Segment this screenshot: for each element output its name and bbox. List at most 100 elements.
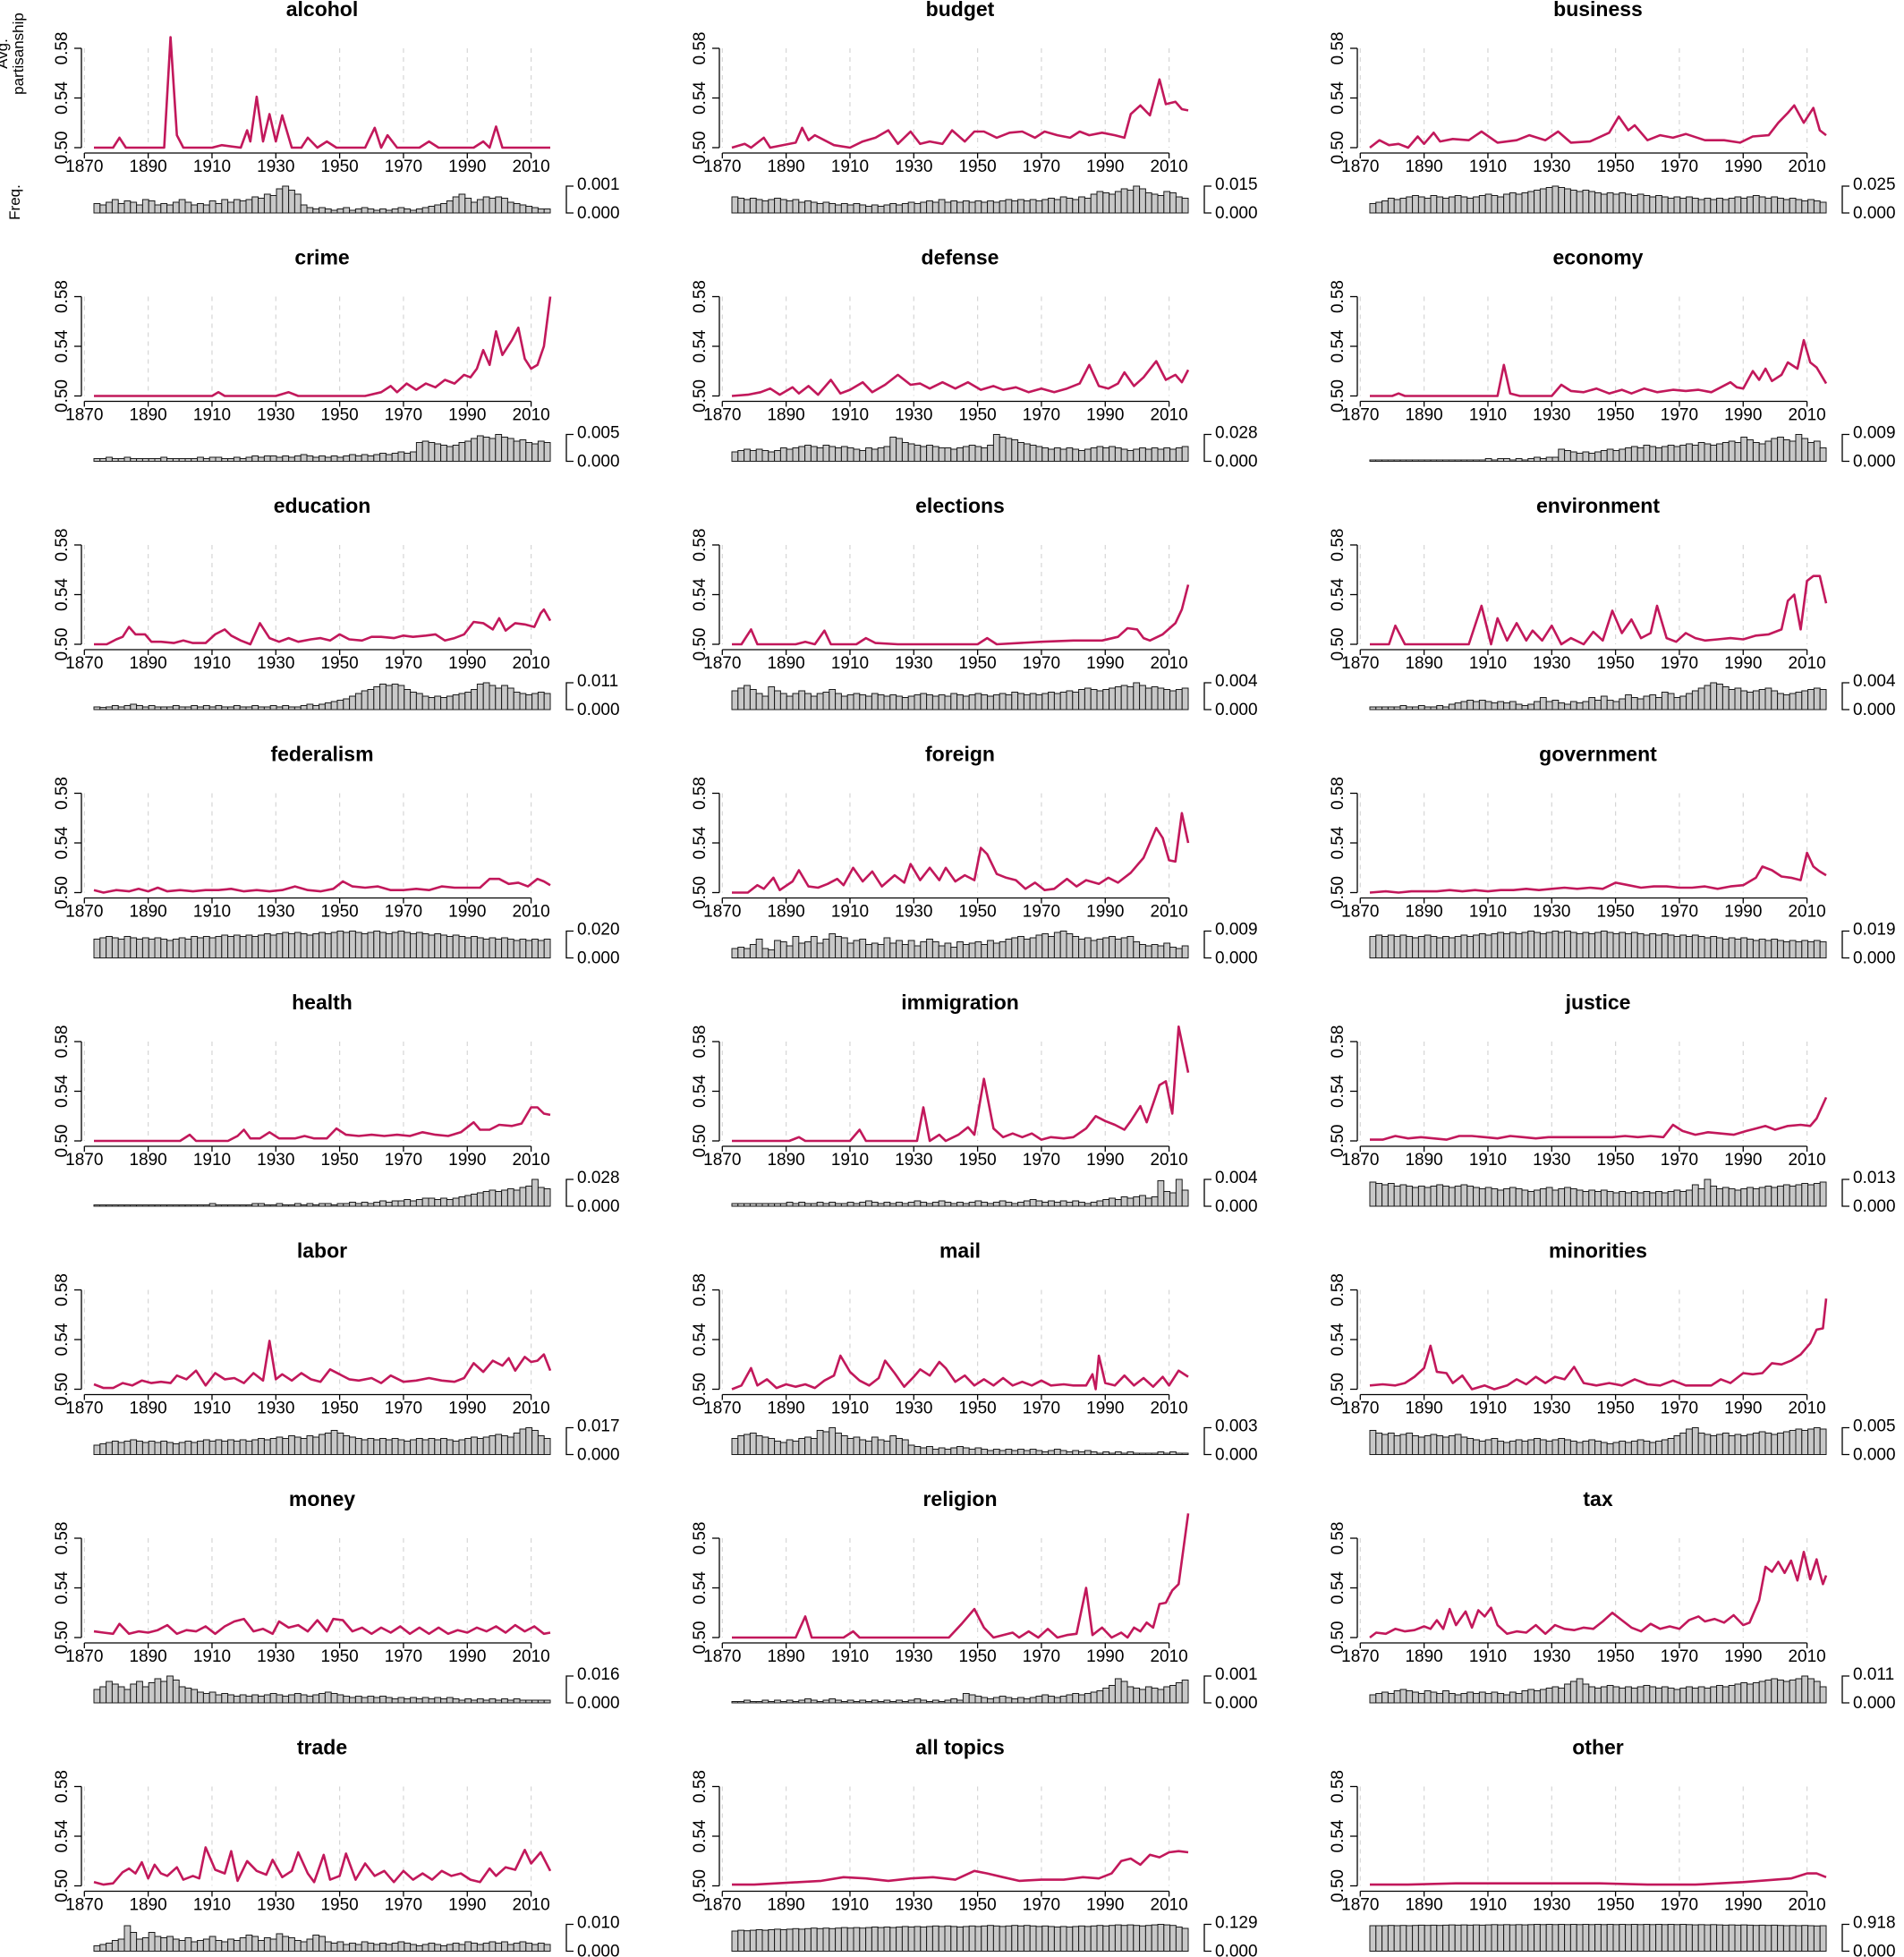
frequency-bar	[1588, 697, 1596, 710]
freq-min-label: 0.000	[1215, 453, 1258, 472]
frequency-bar	[106, 456, 113, 462]
frequency-bar	[1643, 1924, 1651, 1952]
frequency-bar	[404, 689, 412, 710]
frequency-bar	[1619, 1688, 1627, 1704]
frequency-bar	[531, 443, 539, 462]
frequency-bar	[1163, 689, 1171, 710]
y-tick-label: 0.50	[53, 1125, 72, 1158]
frequency-bar	[166, 1442, 174, 1455]
frequency-bar	[415, 1199, 423, 1207]
freq-max-label: 0.009	[1853, 424, 1896, 443]
frequency-bar	[774, 450, 781, 462]
frequency-bar	[343, 698, 351, 710]
frequency-bar	[1393, 1186, 1401, 1207]
frequency-bar	[1789, 198, 1797, 214]
frequency-bar	[1636, 933, 1645, 958]
frequency-bar	[464, 1698, 472, 1704]
frequency-bar	[324, 933, 332, 958]
freq-scale-bracket	[1203, 1426, 1211, 1456]
x-tick-label: 1950	[320, 1647, 358, 1666]
x-tick-label: 1970	[385, 1647, 422, 1666]
x-tick-label: 1870	[1341, 1400, 1379, 1418]
frequency-bar	[1381, 1691, 1389, 1704]
frequency-bar	[1551, 1189, 1560, 1207]
frequency-bar	[1515, 1693, 1523, 1704]
frequency-bar	[737, 1929, 745, 1953]
frequency-bar	[1169, 1192, 1177, 1207]
frequency-bar	[1704, 1924, 1712, 1953]
frequency-bar	[1175, 689, 1183, 710]
frequency-bar	[1734, 1189, 1742, 1207]
frequency-bar	[944, 1202, 952, 1207]
frequency-bar	[1393, 1435, 1401, 1455]
frequency-bar	[774, 198, 781, 214]
frequency-bar	[1151, 1924, 1159, 1953]
frequency-bar	[1545, 701, 1553, 710]
frequency-bar	[397, 1200, 405, 1207]
frequency-bar	[1740, 1924, 1748, 1953]
frequency-bar	[1569, 1188, 1577, 1207]
frequency-bar	[471, 1436, 478, 1455]
frequency-bar	[1454, 459, 1462, 462]
frequency-bar	[1041, 1451, 1050, 1455]
frequency-bar	[1035, 446, 1043, 462]
x-tick-label: 1870	[1341, 157, 1379, 176]
frequency-bar	[421, 1944, 429, 1952]
frequency-bar	[1630, 697, 1638, 710]
x-tick-label: 1870	[703, 157, 741, 176]
y-tick-label: 0.54	[691, 826, 710, 859]
frequency-bar	[258, 1940, 265, 1952]
frequency-bar	[495, 939, 503, 958]
x-tick-label: 1970	[385, 157, 422, 176]
frequency-bar	[99, 458, 107, 462]
frequency-bar	[434, 443, 442, 462]
frequency-bar	[1430, 706, 1438, 710]
frequency-bar	[531, 1944, 539, 1952]
frequency-bar	[227, 1439, 234, 1455]
frequency-bar	[282, 932, 290, 958]
frequency-bar	[1747, 939, 1754, 958]
frequency-bar	[1551, 1924, 1560, 1953]
freq-scale-bracket	[1841, 1426, 1849, 1456]
frequency-bar	[889, 694, 897, 710]
freq-max-label: 0.001	[1215, 1665, 1258, 1684]
x-tick-label: 1970	[1023, 157, 1060, 176]
frequency-bar	[288, 706, 295, 710]
frequency-bar	[768, 1203, 776, 1207]
frequency-bar	[373, 1439, 381, 1455]
frequency-bar	[208, 456, 217, 462]
frequency-bar	[1381, 200, 1389, 214]
frequency-bar	[391, 1438, 399, 1455]
frequency-bar	[779, 941, 787, 958]
frequency-bar	[1417, 1436, 1425, 1455]
frequency-bar	[428, 934, 436, 958]
frequency-bar	[1630, 446, 1638, 462]
frequency-bar	[227, 1694, 234, 1704]
frequency-bar	[354, 1438, 362, 1455]
frequency-bar	[907, 201, 915, 214]
frequency-bar	[1771, 1187, 1779, 1207]
frequency-bar	[1813, 940, 1821, 958]
frequency-bar	[1375, 1183, 1383, 1207]
x-tick-label: 1890	[1405, 1400, 1442, 1418]
frequency-bar	[1655, 447, 1662, 462]
frequency-bar	[1017, 442, 1024, 462]
x-tick-label: 1970	[1661, 406, 1698, 425]
frequency-bar	[160, 203, 168, 214]
frequency-bar	[731, 196, 739, 214]
y-tick-label: 0.50	[691, 628, 710, 661]
frequency-bar	[744, 1930, 751, 1952]
frequency-bar	[1636, 1924, 1645, 1953]
frequency-bar	[889, 942, 897, 958]
frequency-bar	[816, 1202, 824, 1207]
freq-max-label: 0.028	[1215, 424, 1258, 443]
frequency-bar	[871, 1699, 879, 1704]
frequency-bar	[349, 1943, 356, 1952]
frequency-bar	[276, 1436, 284, 1455]
frequency-bar	[1807, 941, 1815, 958]
frequency-bar	[410, 209, 417, 214]
frequency-bar	[896, 438, 903, 462]
frequency-bar	[786, 945, 794, 958]
x-tick-label: 1890	[129, 1400, 166, 1418]
